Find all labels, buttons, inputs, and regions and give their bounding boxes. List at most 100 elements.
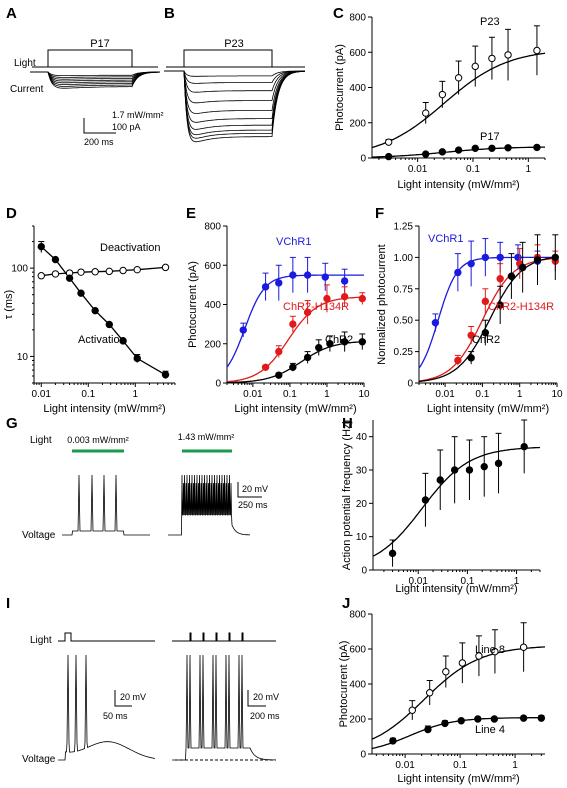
panel-f-label-vchr1: VChR1 (428, 233, 463, 245)
panel-f-point-chr2 (467, 354, 475, 362)
panel-j-point-line-4 (441, 719, 449, 728)
panel-f-point-chr2-h134r (454, 356, 462, 365)
panel-c-point-p17 (454, 146, 463, 154)
panel-d-point-activation (51, 255, 60, 264)
panel-c-point-p17 (488, 144, 496, 153)
panel-f-y-tick-label: 0 (407, 379, 413, 390)
panel-letter-f: F (375, 205, 384, 222)
panel-i-traces: Light Voltage 20 mV 50 ms 20 mV 200 ms (22, 632, 280, 765)
panel-c-point-p23 (471, 62, 479, 71)
panel-g-light-label: Light (30, 435, 52, 446)
panel-f-point-vchr1 (431, 319, 440, 327)
panel-j-x-tick-label: 0.1 (453, 760, 467, 771)
panel-f-y-tick-label: 0.75 (394, 284, 414, 295)
panel-f-point-vchr1 (514, 253, 522, 262)
panel-f-y-tick-label: 0.50 (394, 316, 414, 327)
panel-f-point-chr2-h134r (467, 331, 475, 339)
panel-c-y-tick-label: 0 (360, 154, 366, 165)
panel-d-point-activation (37, 242, 45, 251)
panel-c-point-p23 (384, 138, 393, 146)
panel-j-point-line-8 (458, 659, 467, 667)
panel-d-y-tick-label: 10 (17, 352, 29, 363)
panel-e-point-chr2-h134r (275, 347, 283, 356)
panel-f-point-vchr1 (481, 253, 490, 262)
panel-e-point-vchr1 (275, 279, 283, 287)
panel-f-chart: 0.01 0.1 1 10 0 0.25 0.50 0.75 1.00 1.25 Light int… (376, 222, 563, 416)
panel-letter-g: G (6, 415, 18, 432)
panel-e-point-chr2 (303, 353, 312, 362)
panel-j-point-line-4 (424, 725, 432, 734)
panel-a-current-trace (30, 71, 160, 76)
panel-d-point-deactivation (51, 270, 60, 278)
panel-c-point-p23 (454, 74, 463, 82)
panel-h-y-tick-label: 40 (356, 432, 368, 443)
panel-j-point-line-4 (490, 715, 499, 723)
panel-a-current-trace (30, 71, 161, 78)
panel-g-scale-t: 250 ms (238, 500, 268, 510)
panel-j-y-tick-label: 400 (349, 680, 366, 691)
panel-j-point-line-8 (408, 706, 416, 714)
panel-a-scale-current: 100 pA (112, 122, 141, 132)
panel-d-point-deactivation (119, 266, 127, 275)
panel-h-point-series (520, 442, 528, 451)
panel-i-scale-v1: 20 mV (120, 692, 146, 702)
panel-d-label-deactivation: Deactivation (100, 242, 161, 254)
panel-d-point-activation (105, 320, 113, 329)
panel-e-point-chr2-h134r (261, 363, 270, 371)
panel-i-scale-v2: 20 mV (253, 692, 279, 702)
panel-c-x-tick-label: 1 (526, 164, 532, 175)
panel-h-x-axis-label: Light intensity (mW/mm²) (395, 583, 517, 595)
panel-c-y-tick-label: 200 (349, 118, 366, 129)
panel-b-current-trace (164, 70, 305, 143)
panel-letter-a: A (6, 5, 17, 22)
panel-f-point-vchr1 (496, 253, 504, 262)
panel-b-current-trace (164, 70, 306, 130)
panel-b-current-trace (164, 70, 305, 77)
panel-e-point-vchr1 (239, 326, 247, 334)
panel-j-point-line-4 (474, 715, 482, 723)
panel-b-current-trace (164, 70, 305, 114)
panel-letter-h: H (342, 415, 353, 432)
panel-g-scale-bar (237, 482, 262, 498)
panel-f-label-chr2: ChR2 (472, 334, 500, 346)
panel-e-x-tick-label: 1 (324, 389, 330, 400)
panel-b-traces: P23 (164, 38, 306, 143)
panel-f-y-tick-label: 0.25 (394, 347, 414, 358)
panel-j-point-line-8 (519, 643, 528, 651)
panel-i-voltage-trace-left (58, 654, 155, 761)
panel-e-y-tick-label: 0 (215, 379, 221, 390)
panel-j-label-line8: Line 8 (475, 644, 505, 656)
panel-b-current-trace (164, 70, 305, 104)
panel-d-x-tick-label: 0.1 (81, 389, 95, 400)
panel-c-y-tick-label: 600 (349, 48, 366, 59)
panel-g-scale-v: 20 mV (242, 484, 268, 494)
panel-d-label-activation: Activation (78, 334, 126, 346)
panel-h-point-series (436, 476, 444, 484)
panel-a-current-trace (30, 71, 160, 84)
panel-h-y-tick-label: 20 (356, 499, 368, 510)
panel-c-label-p23: P23 (480, 16, 500, 28)
panel-a-scale-bar (83, 118, 116, 134)
panel-c-y-axis-label: Photocurrent (pA) (334, 44, 346, 131)
panel-a-current-traces (30, 71, 161, 89)
panel-i-voltage-trace-right (172, 654, 276, 761)
panel-d-line-deactivation (41, 266, 166, 277)
panel-i-scale-t2: 200 ms (250, 711, 280, 721)
panel-d-x-tick-label: 1 (132, 389, 138, 400)
panel-i-light-trace-right (172, 632, 276, 642)
panel-f-x-tick-label: 0.1 (475, 389, 489, 400)
panel-f-point-chr2 (551, 253, 559, 262)
panel-i-light-pulses-right (172, 632, 276, 642)
panel-e-point-chr2-h134r (340, 292, 349, 301)
panel-h-point-series (465, 466, 474, 474)
panel-f-point-chr2 (533, 256, 542, 264)
panel-i-scale-t1: 50 ms (103, 711, 128, 721)
panel-h-y-axis-label: Action potential frequency (Hz) (341, 420, 353, 570)
panel-e-point-chr2-h134r (289, 320, 297, 328)
panel-h-y-tick-label: 0 (361, 566, 367, 577)
panel-h-point-series (480, 462, 488, 471)
panel-d-point-activation (65, 274, 74, 282)
panel-j-point-line-4 (457, 717, 465, 725)
panel-j-x-tick-label: 1 (512, 760, 518, 771)
panel-e-point-chr2 (326, 340, 334, 348)
